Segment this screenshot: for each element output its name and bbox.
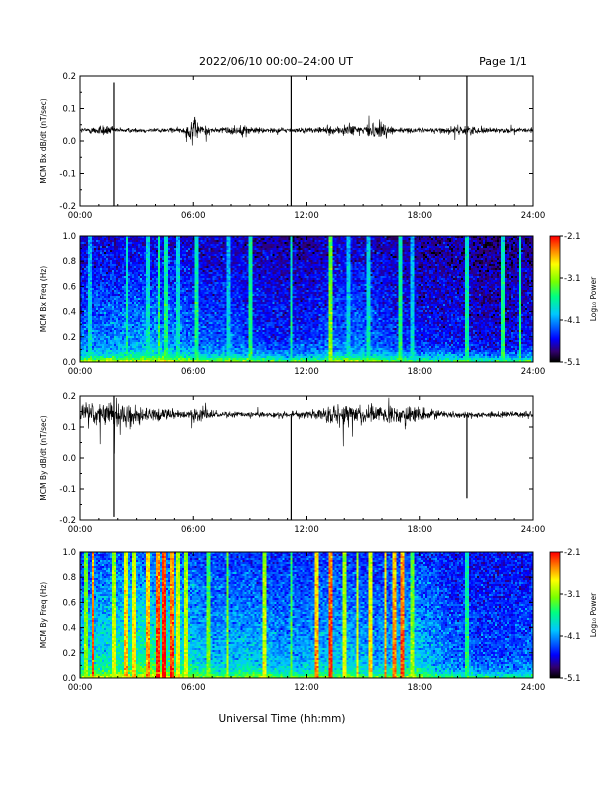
y-tick-label: 0.0 xyxy=(62,358,76,368)
by-spectrogram-ylabel: MCM By Freq (Hz) xyxy=(39,582,48,648)
y-tick-label: -0.2 xyxy=(59,202,76,212)
x-tick-label: 24:00 xyxy=(521,211,546,221)
y-tick-label: 0.4 xyxy=(62,308,76,318)
page-number: Page 1/1 xyxy=(479,55,527,68)
by-line-series xyxy=(80,397,533,454)
y-tick-label: 0.0 xyxy=(62,674,76,684)
colorbar-label: Log₁₀ Power xyxy=(589,592,598,637)
x-tick-label: 06:00 xyxy=(181,683,206,693)
colorbar xyxy=(550,552,560,678)
x-tick-label: 06:00 xyxy=(181,211,206,221)
y-tick-label: 0.1 xyxy=(62,423,76,433)
x-tick-label: 18:00 xyxy=(408,211,433,221)
colorbar-tick-label: -5.1 xyxy=(564,358,581,368)
x-tick-label: 00:00 xyxy=(68,211,93,221)
bx-line-series xyxy=(80,115,533,146)
y-tick-label: -0.2 xyxy=(59,516,76,526)
colorbar-tick-label: -5.1 xyxy=(564,674,581,684)
y-tick-label: 0.8 xyxy=(62,573,76,583)
y-tick-label: 0.8 xyxy=(62,257,76,267)
bx-spectrogram-panel: -2.1 -3.1 -4.1 -5.1 Log₁₀ Power 1.0 0.8 0.6 0.4 0… xyxy=(39,232,598,377)
x-tick-label: 00:00 xyxy=(68,525,93,535)
by-spectrogram-image xyxy=(80,552,533,678)
y-tick-label: 0.4 xyxy=(62,624,76,634)
colorbar-tick-label: -2.1 xyxy=(564,548,581,558)
x-tick-label: 12:00 xyxy=(294,367,319,377)
y-tick-label: 0.2 xyxy=(62,649,76,659)
y-tick-label: 1.0 xyxy=(62,548,76,558)
colorbar-tick-label: -3.1 xyxy=(564,590,581,600)
colorbar xyxy=(550,236,560,362)
bx-line-ylabel: MCM Bx dB/dt (nT/sec) xyxy=(39,98,48,183)
y-tick-label: 0.1 xyxy=(62,105,76,115)
x-tick-label: 12:00 xyxy=(294,211,319,221)
bx-spectrogram-ylabel: MCM Bx Freq (Hz) xyxy=(39,266,48,332)
colorbar-frame xyxy=(549,551,561,679)
colorbar-tick-label: -3.1 xyxy=(564,274,581,284)
x-tick-label: 18:00 xyxy=(408,683,433,693)
x-axis-title: Universal Time (hh:mm) xyxy=(219,713,346,725)
y-tick-label: 0.0 xyxy=(62,454,76,464)
x-tick-label: 12:00 xyxy=(294,683,319,693)
x-tick-label: 06:00 xyxy=(181,525,206,535)
by-spectrogram-panel: -2.1 -3.1 -4.1 -5.1 Log₁₀ Power 1.0 0.8 0.6 0.4 0… xyxy=(39,548,598,693)
bx-line-frame xyxy=(79,75,534,207)
by-line-panel: 0.2 0.1 0.0 -0.1 -0.200:00 06:00 12:00 18:00 24:… xyxy=(39,392,545,535)
x-tick-label: 12:00 xyxy=(294,525,319,535)
x-tick-label: 06:00 xyxy=(181,367,206,377)
y-tick-label: 0.2 xyxy=(62,392,76,402)
y-tick-label: 0.0 xyxy=(62,137,76,147)
y-tick-label: 0.2 xyxy=(62,72,76,82)
colorbar-frame xyxy=(549,235,561,363)
x-tick-label: 00:00 xyxy=(68,367,93,377)
colorbar-label: Log₁₀ Power xyxy=(589,276,598,321)
y-tick-label: 0.2 xyxy=(62,333,76,343)
bx-line-panel: 0.2 0.1 0.0 -0.1 -0.200:00 06:00 12:00 18:00 24:… xyxy=(39,72,545,221)
x-tick-label: 00:00 xyxy=(68,683,93,693)
x-tick-label: 18:00 xyxy=(408,367,433,377)
x-tick-label: 24:00 xyxy=(521,683,546,693)
by-line-ylabel: MCM By dB/dt (nT/sec) xyxy=(39,415,48,500)
y-tick-label: -0.1 xyxy=(59,485,76,495)
y-tick-label: 1.0 xyxy=(62,232,76,242)
colorbar-tick-label: -4.1 xyxy=(564,316,581,326)
page-title: 2022/06/10 00:00–24:00 UT xyxy=(199,55,353,68)
y-tick-label: 0.6 xyxy=(62,598,76,608)
y-tick-label: -0.1 xyxy=(59,170,76,180)
colorbar-tick-label: -2.1 xyxy=(564,232,581,242)
x-tick-label: 24:00 xyxy=(521,367,546,377)
colorbar-tick-label: -4.1 xyxy=(564,632,581,642)
bx-spectrogram-image xyxy=(80,236,533,362)
x-tick-label: 24:00 xyxy=(521,525,546,535)
y-tick-label: 0.6 xyxy=(62,282,76,292)
x-tick-label: 18:00 xyxy=(408,525,433,535)
